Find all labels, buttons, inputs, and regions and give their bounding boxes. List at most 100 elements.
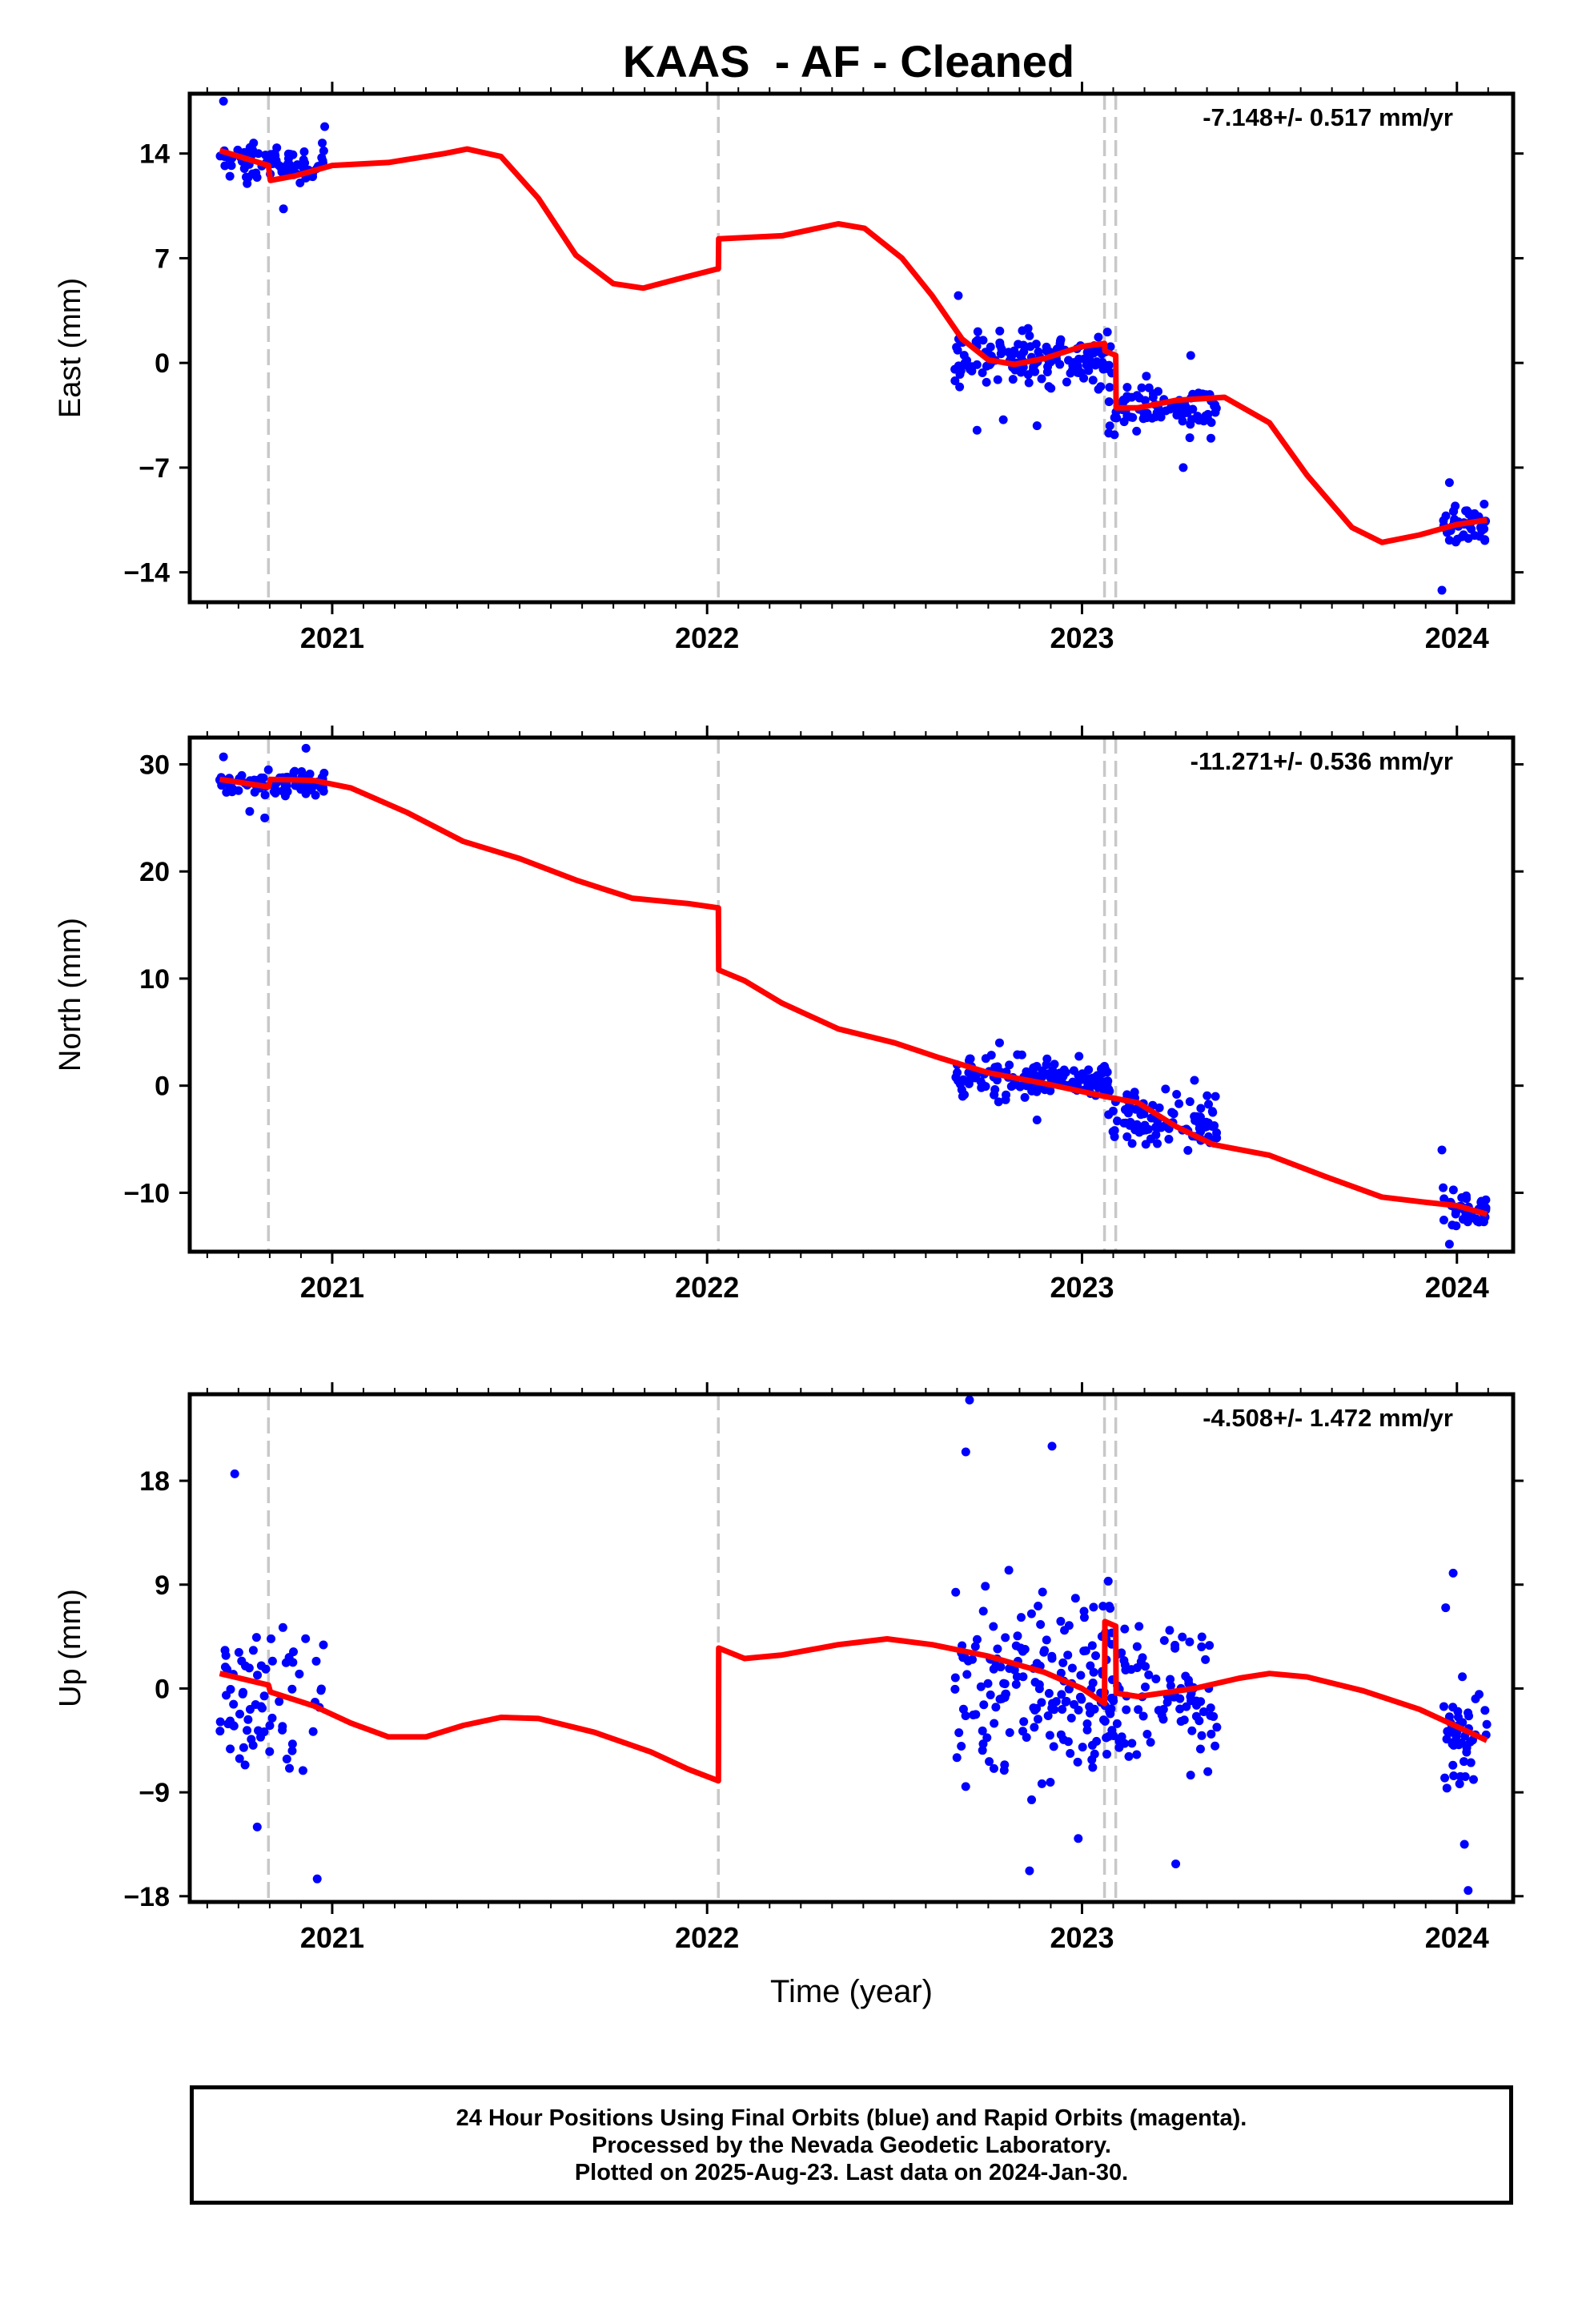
data-point bbox=[1098, 1085, 1108, 1095]
data-point bbox=[1451, 1209, 1460, 1219]
data-point bbox=[1464, 1886, 1473, 1896]
data-point bbox=[245, 143, 255, 152]
data-point bbox=[1197, 1632, 1207, 1642]
data-point bbox=[1458, 1672, 1468, 1682]
data-point bbox=[1448, 1185, 1458, 1195]
data-point bbox=[1114, 1736, 1124, 1746]
data-point bbox=[1185, 1097, 1195, 1107]
data-point bbox=[1448, 1568, 1458, 1578]
data-point bbox=[1148, 392, 1158, 402]
data-point bbox=[1126, 1117, 1135, 1127]
data-point bbox=[993, 1062, 1002, 1072]
data-point bbox=[1137, 383, 1146, 392]
data-point bbox=[1104, 428, 1114, 438]
data-point bbox=[1183, 1146, 1193, 1156]
data-point bbox=[1153, 1139, 1162, 1148]
data-point bbox=[288, 150, 298, 159]
data-point bbox=[1120, 1105, 1130, 1115]
data-point bbox=[1049, 1742, 1058, 1751]
data-point bbox=[1206, 1703, 1215, 1713]
data-point bbox=[1061, 1697, 1070, 1707]
data-point bbox=[1086, 1708, 1095, 1718]
data-point bbox=[295, 178, 305, 187]
data-point bbox=[1212, 1133, 1222, 1143]
y-tick-label: 18 bbox=[139, 1466, 170, 1497]
data-point bbox=[319, 768, 329, 778]
data-point bbox=[1057, 1690, 1066, 1699]
data-point bbox=[1076, 1671, 1086, 1680]
data-point bbox=[994, 1038, 1004, 1047]
data-point bbox=[251, 1633, 261, 1642]
data-point bbox=[1122, 1090, 1132, 1100]
rate-annotation: -11.271+/- 0.536 mm/yr bbox=[1191, 747, 1453, 775]
data-point bbox=[1462, 1743, 1472, 1753]
data-point bbox=[1161, 1084, 1170, 1094]
data-point bbox=[1182, 403, 1191, 412]
data-point bbox=[1062, 377, 1071, 387]
data-point bbox=[1063, 1737, 1073, 1747]
data-point bbox=[1170, 1640, 1180, 1650]
data-point bbox=[966, 364, 975, 374]
data-point bbox=[223, 1664, 232, 1674]
data-point bbox=[1479, 1217, 1488, 1227]
data-point bbox=[1023, 324, 1033, 333]
data-point bbox=[1089, 1602, 1098, 1612]
data-point bbox=[1001, 1633, 1010, 1642]
data-point bbox=[298, 1766, 307, 1775]
data-point bbox=[1186, 351, 1195, 360]
data-point bbox=[1088, 1679, 1098, 1688]
data-point bbox=[1482, 1719, 1492, 1729]
data-point bbox=[270, 149, 279, 159]
panel-3: 18 9 0 −9 −18 2021 2022 2023 2024 Up (mm) -4.508+/… bbox=[54, 1382, 1524, 2009]
data-point bbox=[282, 1755, 291, 1764]
y-tick-label: 30 bbox=[139, 750, 170, 780]
data-point bbox=[1022, 1732, 1031, 1742]
data-point bbox=[1030, 1705, 1040, 1715]
data-point bbox=[1066, 1713, 1076, 1723]
data-point bbox=[958, 1092, 967, 1101]
x-tick-label: 2022 bbox=[675, 1271, 739, 1304]
data-point bbox=[1105, 421, 1114, 431]
data-point bbox=[954, 1728, 964, 1738]
data-point bbox=[1142, 372, 1151, 381]
data-point bbox=[1455, 1779, 1464, 1788]
data-point bbox=[234, 1647, 243, 1657]
data-point bbox=[1032, 1659, 1042, 1668]
data-point bbox=[1142, 408, 1152, 418]
data-point bbox=[297, 767, 307, 777]
data-point bbox=[234, 786, 243, 795]
data-point bbox=[1092, 1736, 1102, 1746]
data-point bbox=[964, 1079, 974, 1088]
x-tick-label: 2021 bbox=[300, 621, 364, 654]
panel-1: 14 7 0 −7 −14 2021 2022 2023 2024 East (mm) -7.148… bbox=[54, 82, 1524, 654]
chart-title: KAAS - AF - Cleaned bbox=[623, 36, 1074, 86]
data-point bbox=[999, 1766, 1009, 1775]
data-point bbox=[318, 139, 327, 148]
data-point bbox=[998, 415, 1008, 424]
data-point bbox=[1026, 342, 1035, 352]
data-point bbox=[301, 1634, 311, 1643]
data-point bbox=[1074, 1051, 1084, 1061]
data-point bbox=[285, 1763, 295, 1773]
data-point bbox=[955, 369, 965, 379]
data-point bbox=[287, 1684, 297, 1694]
x-tick-label: 2021 bbox=[300, 1271, 364, 1304]
data-points bbox=[215, 1395, 1492, 1896]
data-point bbox=[1019, 1717, 1029, 1727]
rate-annotation: -7.148+/- 0.517 mm/yr bbox=[1203, 103, 1453, 131]
data-point bbox=[1480, 1706, 1490, 1715]
data-point bbox=[1138, 1653, 1147, 1663]
data-point bbox=[260, 790, 270, 800]
data-point bbox=[978, 368, 987, 378]
data-point bbox=[1045, 1731, 1054, 1740]
x-tick-label: 2023 bbox=[1050, 1271, 1114, 1304]
data-point bbox=[961, 1782, 970, 1791]
data-point bbox=[265, 1721, 275, 1731]
data-point bbox=[258, 1703, 267, 1713]
data-point bbox=[1100, 1716, 1110, 1726]
data-point bbox=[959, 351, 969, 360]
data-point bbox=[1087, 1755, 1097, 1764]
data-point bbox=[1047, 1651, 1057, 1661]
data-point bbox=[950, 376, 960, 386]
